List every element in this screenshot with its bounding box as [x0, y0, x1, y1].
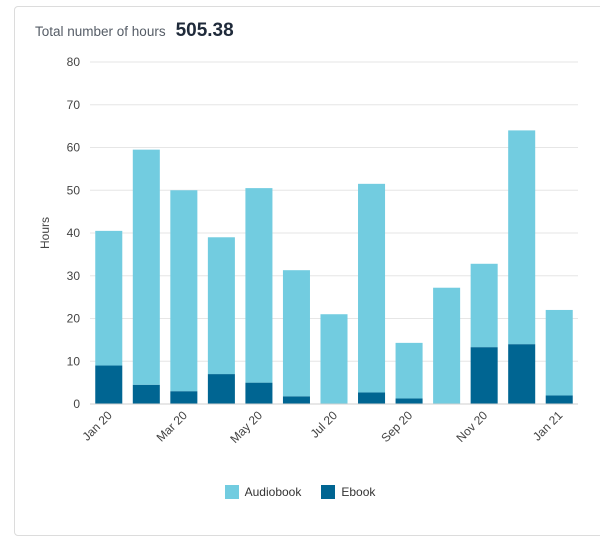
bar-ebook	[207, 374, 235, 404]
chart-legend: Audiobook Ebook	[0, 485, 600, 499]
x-tick-label: Jan 20	[80, 408, 116, 444]
x-tick-label: Jan 21	[530, 408, 566, 444]
bar-ebook	[470, 347, 498, 404]
bar-audiobook	[95, 230, 123, 366]
y-tick-label: 20	[67, 312, 81, 326]
bar-audiobook	[433, 287, 461, 404]
bar-audiobook	[245, 188, 273, 383]
y-tick-label: 70	[67, 98, 81, 112]
stacked-bar-chart: 0 10 20 30 40 50 60 70 80 Hours Jan 20 Mar 20 May 20…	[38, 55, 578, 446]
audiobook-swatch	[224, 485, 239, 499]
bar-audiobook	[207, 237, 235, 375]
y-tick-label: 40	[67, 226, 81, 240]
legend-label-ebook: Ebook	[341, 485, 376, 499]
total-hours-value: 505.38	[175, 20, 234, 41]
bar-ebook	[245, 382, 273, 404]
bar-audiobook	[545, 309, 573, 396]
y-axis-title: Hours	[38, 217, 52, 249]
bar-ebook	[358, 392, 386, 404]
bar-audiobook	[170, 190, 198, 392]
bar-audiobook	[470, 263, 498, 348]
bar-audiobook	[508, 130, 536, 345]
x-tick-label: Nov 20	[453, 408, 490, 445]
bar-ebook	[132, 384, 160, 404]
y-tick-label: 80	[67, 55, 81, 69]
bar-ebook	[545, 395, 573, 404]
bar-audiobook	[358, 183, 386, 393]
total-hours-label: Total number of hours	[35, 24, 166, 39]
legend-label-audiobook: Audiobook	[244, 485, 302, 499]
bar-ebook	[282, 396, 310, 404]
x-tick-label: Mar 20	[154, 408, 191, 445]
legend-item-ebook[interactable]: Ebook	[321, 485, 375, 499]
x-tick-label: Jul 20	[308, 408, 341, 441]
bar-ebook	[95, 365, 123, 404]
y-tick-label: 0	[73, 397, 80, 411]
bar-ebook	[508, 344, 536, 404]
x-tick-label: May 20	[227, 408, 265, 446]
bar-ebook	[170, 391, 198, 404]
bar-audiobook	[282, 270, 310, 397]
bar-audiobook	[132, 149, 160, 385]
y-tick-label: 30	[67, 269, 81, 283]
ebook-swatch	[321, 485, 336, 499]
bar-audiobook	[395, 342, 423, 399]
bar-ebook	[395, 398, 423, 404]
y-tick-label: 60	[67, 141, 81, 155]
legend-item-audiobook[interactable]: Audiobook	[224, 485, 302, 499]
bar-audiobook	[320, 314, 348, 404]
y-tick-label: 50	[67, 183, 81, 197]
x-tick-label: Sep 20	[378, 408, 415, 445]
summary-header: Total number of hours 505.38	[35, 20, 234, 42]
y-tick-label: 10	[67, 354, 81, 368]
